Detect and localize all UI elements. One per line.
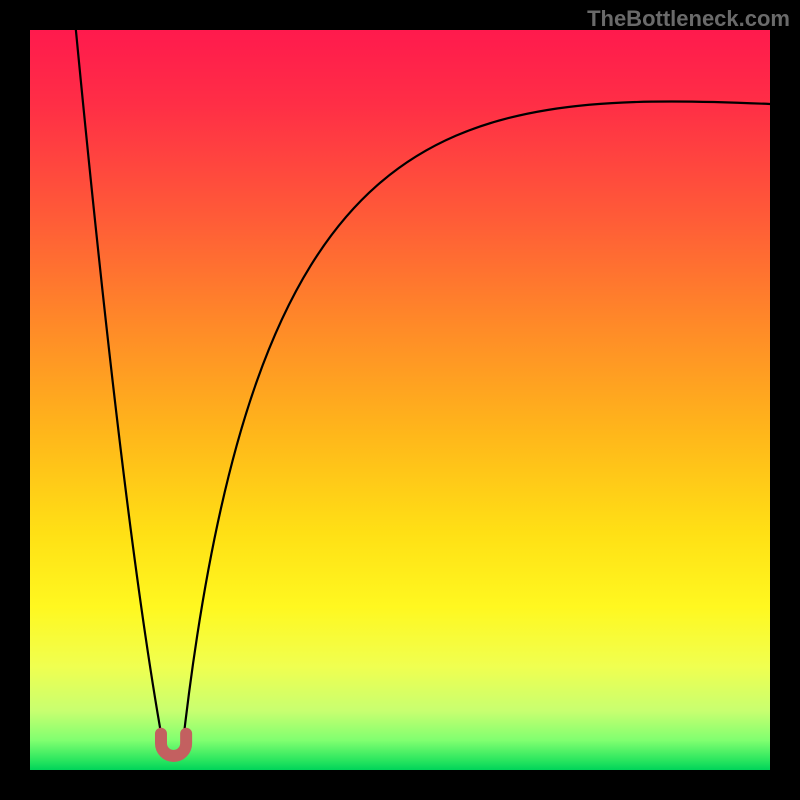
watermark-text: TheBottleneck.com <box>587 6 790 32</box>
frame-left <box>0 0 30 800</box>
plot-background <box>30 30 770 770</box>
chart-container: TheBottleneck.com <box>0 0 800 800</box>
frame-bottom <box>0 770 800 800</box>
frame-right <box>770 0 800 800</box>
bottleneck-chart <box>0 0 800 800</box>
